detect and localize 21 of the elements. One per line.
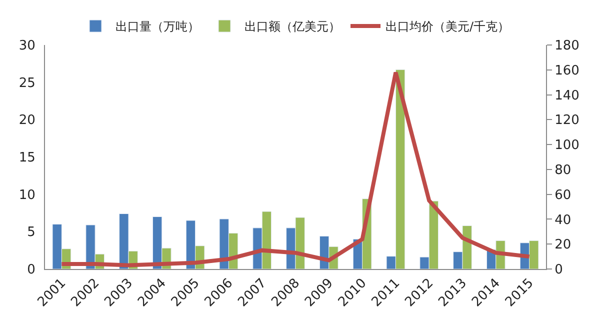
y2-tick-label: 60 xyxy=(554,188,572,203)
legend-label: 出口额（亿美元） xyxy=(244,20,340,34)
line-series xyxy=(60,70,532,268)
y-tick-label: 25 xyxy=(18,76,36,91)
y-tick-label: 15 xyxy=(18,150,36,166)
y-tick-label: 0 xyxy=(27,262,36,278)
y2-tick-label: 40 xyxy=(554,212,572,228)
y2-tick-label: 100 xyxy=(554,138,580,154)
y2-tick-label: 180 xyxy=(554,38,580,54)
y2-tick-label: 140 xyxy=(554,88,580,104)
y2-tick-label: 0 xyxy=(554,262,563,278)
legend-label: 出口均价（美元/千克） xyxy=(386,20,510,34)
y-tick-label: 10 xyxy=(18,188,36,203)
y2-tick-label: 80 xyxy=(554,162,572,178)
y-tick-label: 5 xyxy=(27,225,36,240)
y-tick-label: 30 xyxy=(18,38,36,54)
y2-tick-label: 120 xyxy=(554,113,580,128)
y2-tick-label: 160 xyxy=(554,63,580,78)
legend-label: 出口量（万吨） xyxy=(116,20,200,34)
y-tick-label: 20 xyxy=(18,113,36,128)
y2-tick-label: 20 xyxy=(554,238,572,253)
